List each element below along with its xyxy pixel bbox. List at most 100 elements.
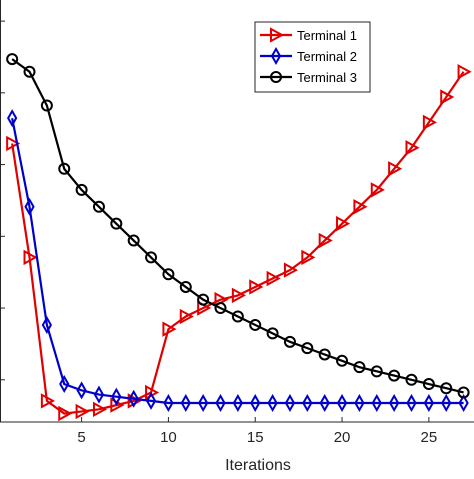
data-point-terminal-3 — [318, 348, 331, 361]
data-point-terminal-1 — [283, 262, 299, 278]
data-point-terminal-1 — [301, 249, 316, 266]
data-point-terminal-3 — [40, 99, 53, 112]
data-point-terminal-1 — [318, 232, 333, 249]
data-point-terminal-1 — [388, 161, 403, 177]
data-point-terminal-2 — [163, 393, 174, 413]
data-point-terminal-1 — [58, 405, 73, 422]
data-point-terminal-1 — [336, 215, 351, 232]
data-point-terminal-3 — [110, 217, 123, 230]
data-point-terminal-3 — [266, 327, 279, 340]
legend-marker-terminal-2 — [270, 46, 282, 66]
data-point-terminal-2 — [336, 393, 348, 413]
data-point-terminal-1 — [440, 89, 455, 105]
data-point-terminal-3 — [353, 361, 366, 374]
data-point-terminal-2 — [388, 393, 400, 413]
data-point-terminal-1 — [249, 279, 264, 295]
x-tick-label: 25 — [421, 429, 438, 446]
legend-marker-terminal-1 — [270, 27, 285, 43]
data-point-terminal-2 — [111, 387, 122, 406]
data-point-terminal-2 — [215, 393, 226, 413]
data-point-terminal-3 — [388, 369, 401, 382]
data-point-terminal-3 — [58, 162, 71, 175]
x-tick-label: 15 — [247, 429, 264, 446]
x-tick-label: 20 — [334, 429, 351, 446]
data-point-terminal-2 — [232, 393, 244, 413]
data-point-terminal-1 — [266, 270, 281, 287]
data-point-terminal-2 — [354, 393, 365, 413]
data-point-terminal-2 — [441, 393, 452, 413]
data-point-terminal-1 — [92, 401, 108, 418]
data-point-terminal-2 — [197, 393, 209, 413]
axes-layer: 5 10 15 20 25 — [0, 0, 474, 446]
data-point-terminal-3 — [75, 183, 88, 196]
data-point-terminal-3 — [127, 234, 140, 247]
legend: Terminal 1 Terminal 2 Terminal 3 — [254, 21, 371, 93]
series-layer — [6, 53, 472, 422]
data-point-terminal-2 — [128, 389, 139, 408]
data-point-terminal-1 — [422, 114, 437, 131]
legend-item-terminal-2: Terminal 2 — [260, 46, 357, 66]
data-point-terminal-3 — [283, 335, 296, 348]
data-point-terminal-3 — [457, 386, 470, 399]
data-point-terminal-2 — [41, 315, 53, 334]
x-axis-label: Iterations — [225, 457, 291, 474]
data-point-terminal-2 — [180, 393, 191, 413]
data-point-terminal-2 — [284, 393, 296, 413]
data-point-terminal-2 — [250, 393, 261, 413]
data-point-terminal-3 — [422, 378, 435, 391]
data-point-terminal-1 — [231, 287, 246, 304]
data-point-terminal-2 — [371, 393, 382, 413]
data-point-terminal-3 — [249, 318, 262, 331]
data-point-terminal-2 — [145, 391, 157, 410]
data-point-terminal-1 — [75, 403, 90, 420]
series-line-terminal-2 — [11, 117, 464, 405]
data-point-terminal-2 — [423, 393, 435, 413]
data-point-terminal-2 — [93, 385, 105, 404]
data-point-terminal-1 — [353, 199, 368, 215]
series-terminal-2 — [7, 109, 469, 413]
data-point-terminal-2 — [59, 375, 70, 394]
data-point-terminal-1 — [40, 393, 55, 409]
data-point-terminal-1 — [457, 64, 472, 80]
legend-label-terminal-3: Terminal 3 — [297, 70, 357, 85]
data-point-terminal-3 — [336, 354, 349, 367]
data-point-terminal-2 — [458, 393, 469, 413]
data-point-terminal-1 — [6, 135, 21, 152]
data-point-terminal-1 — [370, 182, 385, 198]
data-point-terminal-2 — [302, 393, 313, 413]
tick-layer: 5 10 15 20 25 — [0, 20, 438, 446]
legend-item-terminal-1: Terminal 1 — [260, 27, 357, 43]
data-point-terminal-3 — [23, 65, 36, 78]
data-point-terminal-2 — [406, 393, 417, 413]
data-point-terminal-3 — [440, 382, 453, 395]
data-point-terminal-1 — [23, 249, 38, 266]
data-point-terminal-3 — [214, 302, 227, 315]
data-point-terminal-3 — [231, 310, 244, 323]
data-point-terminal-1 — [162, 321, 177, 337]
data-point-terminal-2 — [267, 393, 278, 413]
data-point-terminal-3 — [145, 251, 158, 264]
series-terminal-3 — [6, 53, 470, 399]
legend-marker-terminal-3 — [270, 71, 282, 83]
legend-label-terminal-1: Terminal 1 — [297, 28, 357, 43]
data-point-terminal-1 — [179, 308, 194, 325]
legend-label-terminal-2: Terminal 2 — [297, 49, 357, 64]
data-point-terminal-2 — [7, 109, 18, 128]
data-point-terminal-3 — [301, 342, 314, 355]
data-point-terminal-3 — [179, 280, 192, 293]
data-point-terminal-2 — [24, 197, 35, 216]
data-point-terminal-2 — [76, 381, 87, 400]
data-point-terminal-1 — [405, 140, 420, 156]
legend-box — [254, 21, 371, 93]
data-point-terminal-2 — [319, 393, 330, 413]
data-point-terminal-3 — [405, 373, 418, 386]
data-point-terminal-3 — [197, 293, 210, 306]
data-point-terminal-3 — [162, 268, 175, 281]
legend-item-terminal-3: Terminal 3 — [260, 70, 357, 85]
data-point-terminal-3 — [370, 365, 383, 378]
x-tick-label: 10 — [160, 429, 177, 446]
data-point-terminal-3 — [6, 53, 19, 66]
